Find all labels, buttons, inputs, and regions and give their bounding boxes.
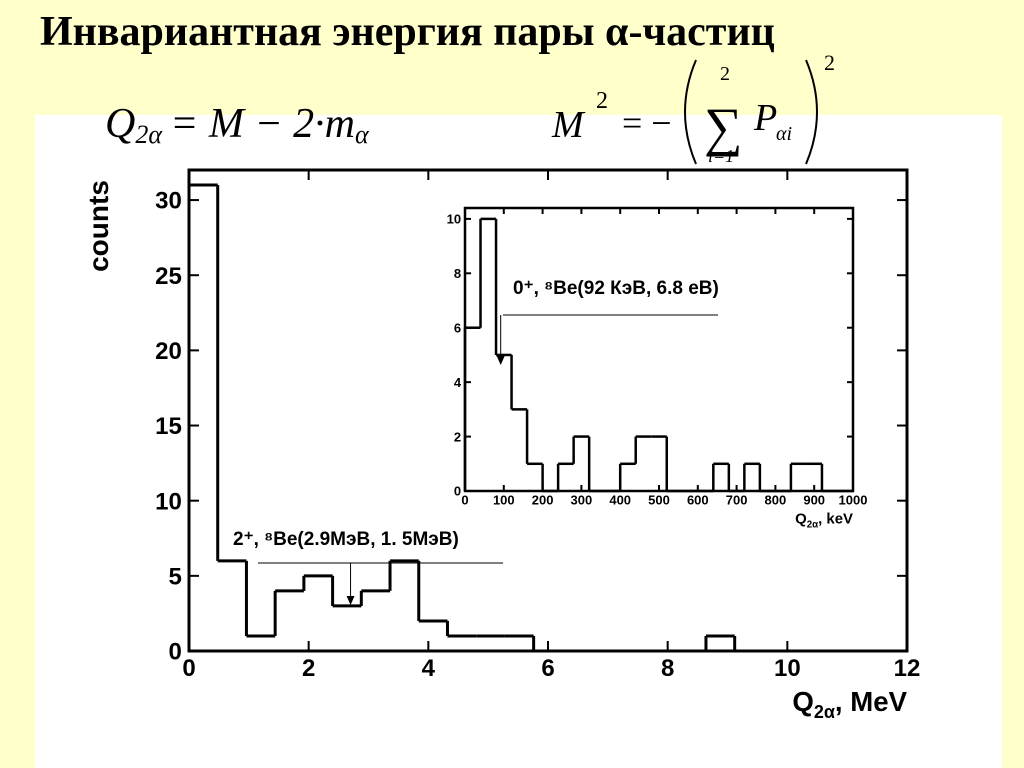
- x-axis-label: Q2α, MeV: [792, 686, 907, 722]
- y-tick-label: 6: [454, 320, 461, 335]
- x-tick-label: 800: [765, 493, 787, 508]
- y-tick-label: 8: [454, 266, 461, 281]
- formula: Q2α = M − 2·mα: [105, 101, 370, 149]
- x-tick-label: 8: [661, 655, 674, 682]
- annotation: 0⁺, ⁸Be(92 КэВ, 6.8 еВ): [513, 278, 719, 299]
- x-tick-label: 6: [541, 655, 554, 682]
- y-tick-label: 5: [168, 563, 181, 590]
- formula-part: = −: [622, 103, 672, 143]
- x-axis-label: Q2α, keV: [795, 511, 853, 531]
- x-tick-label: 700: [726, 493, 748, 508]
- formula-sum: ∑: [704, 97, 743, 157]
- x-label-unit: , MeV: [835, 686, 908, 717]
- formula-sub: 2α: [135, 120, 163, 149]
- formula-sub: α: [355, 120, 370, 149]
- arrow-head: [346, 596, 355, 605]
- formula-sup: 2: [596, 88, 608, 114]
- annotation: 2⁺, ⁸Be(2.9МэВ, 1. 5МэВ): [233, 529, 459, 550]
- y-tick-label: 0: [454, 484, 461, 499]
- formula-sup: 2: [824, 50, 835, 75]
- x-tick-label: 900: [803, 493, 825, 508]
- formula: M 2 = − ∑ 2 i=1 P αi 2: [551, 50, 835, 166]
- x-tick-label: 300: [571, 493, 593, 508]
- x-label-sub: 2α: [814, 702, 835, 722]
- x-tick-label: 2: [302, 655, 315, 682]
- x-label-unit: , keV: [818, 511, 853, 528]
- formula-part: Q: [105, 101, 135, 147]
- x-label-symbol: Q: [792, 686, 813, 717]
- x-tick-label: 10: [774, 655, 801, 682]
- y-tick-label: 15: [155, 413, 182, 440]
- x-tick-label: 100: [493, 493, 515, 508]
- arrow-head: [496, 356, 505, 365]
- x-tick-label: 4: [422, 655, 436, 682]
- y-tick-label: 0: [168, 639, 181, 666]
- chart-panel: [35, 115, 1002, 768]
- formula-sub: i=1: [708, 146, 734, 166]
- formula-part: P: [753, 97, 777, 139]
- y-tick-label: 25: [155, 263, 182, 290]
- x-tick-label: 500: [648, 493, 670, 508]
- paren: [805, 59, 818, 165]
- x-tick-label: 400: [609, 493, 631, 508]
- slide-title: Инвариантная энергия пары α-частиц: [40, 9, 775, 55]
- x-tick-label: 1000: [839, 493, 868, 508]
- formula-part: = M − 2·m: [170, 101, 355, 147]
- x-label-symbol: Q: [795, 511, 807, 528]
- formula-sub: αi: [776, 123, 792, 145]
- x-tick-label: 600: [687, 493, 709, 508]
- y-tick-label: 2: [454, 429, 461, 444]
- y-tick-label: 10: [447, 212, 461, 227]
- y-tick-label: 30: [155, 188, 182, 215]
- x-tick-label: 200: [532, 493, 554, 508]
- x-tick-label: 0: [182, 655, 195, 682]
- x-tick-label: 12: [894, 655, 921, 682]
- x-label-sub: 2α: [807, 519, 818, 530]
- y-tick-label: 10: [155, 488, 182, 515]
- x-tick-label: 0: [461, 493, 468, 508]
- formula-part: M: [551, 104, 586, 146]
- y-axis-label: counts: [83, 180, 114, 272]
- formula-sup: 2: [720, 63, 730, 85]
- paren: [684, 59, 697, 165]
- y-tick-label: 20: [155, 338, 182, 365]
- y-tick-label: 4: [454, 375, 462, 390]
